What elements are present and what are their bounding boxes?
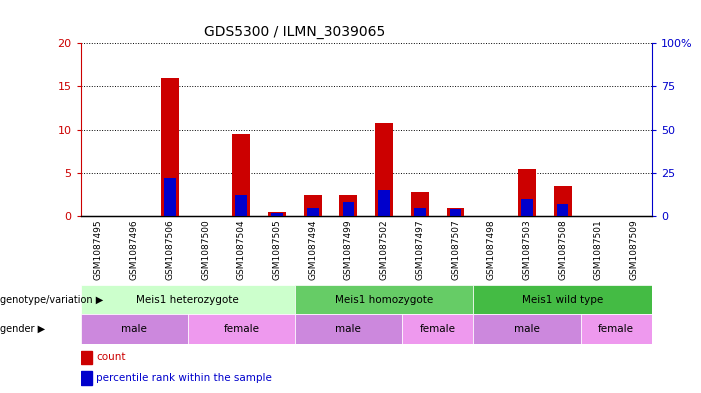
- Bar: [473, 314, 580, 344]
- Bar: [473, 285, 652, 314]
- Bar: [268, 212, 286, 216]
- Bar: [307, 208, 318, 216]
- Bar: [375, 123, 393, 216]
- Text: GSM1087504: GSM1087504: [237, 220, 246, 280]
- Text: genotype/variation ▶: genotype/variation ▶: [0, 295, 103, 305]
- Bar: [379, 190, 390, 216]
- Text: GSM1087509: GSM1087509: [629, 220, 639, 280]
- Bar: [81, 314, 188, 344]
- Bar: [188, 314, 295, 344]
- Bar: [518, 169, 536, 216]
- Text: gender ▶: gender ▶: [0, 324, 45, 334]
- Text: Meis1 wild type: Meis1 wild type: [522, 295, 604, 305]
- Text: GSM1087496: GSM1087496: [130, 220, 139, 280]
- Bar: [81, 351, 92, 364]
- Text: GSM1087508: GSM1087508: [558, 220, 567, 280]
- Bar: [580, 314, 652, 344]
- Text: GSM1087495: GSM1087495: [94, 220, 103, 280]
- Bar: [339, 195, 358, 216]
- Text: GSM1087494: GSM1087494: [308, 220, 318, 280]
- Bar: [450, 209, 461, 216]
- Text: count: count: [96, 353, 125, 362]
- Bar: [521, 199, 533, 216]
- Bar: [295, 285, 473, 314]
- Text: GSM1087501: GSM1087501: [594, 220, 603, 280]
- Text: female: female: [420, 324, 456, 334]
- Text: GSM1087505: GSM1087505: [273, 220, 282, 280]
- Text: GSM1087507: GSM1087507: [451, 220, 460, 280]
- Text: GSM1087502: GSM1087502: [380, 220, 388, 280]
- Text: male: male: [514, 324, 540, 334]
- Bar: [402, 314, 473, 344]
- Text: GSM1087498: GSM1087498: [486, 220, 496, 280]
- Bar: [343, 202, 354, 216]
- Text: Meis1 homozygote: Meis1 homozygote: [335, 295, 433, 305]
- Text: GSM1087499: GSM1087499: [344, 220, 353, 280]
- Text: GSM1087500: GSM1087500: [201, 220, 210, 280]
- Bar: [161, 78, 179, 216]
- Bar: [271, 213, 283, 216]
- Bar: [232, 134, 250, 216]
- Text: GDS5300 / ILMN_3039065: GDS5300 / ILMN_3039065: [204, 25, 385, 39]
- Text: female: female: [224, 324, 259, 334]
- Bar: [414, 208, 426, 216]
- Text: GSM1087497: GSM1087497: [415, 220, 424, 280]
- Bar: [554, 186, 571, 216]
- Text: GSM1087503: GSM1087503: [522, 220, 531, 280]
- Text: Meis1 heterozygote: Meis1 heterozygote: [137, 295, 239, 305]
- Bar: [295, 314, 402, 344]
- Bar: [81, 371, 92, 384]
- Bar: [447, 208, 465, 216]
- Text: male: male: [121, 324, 147, 334]
- Bar: [411, 192, 429, 216]
- Bar: [81, 285, 295, 314]
- Bar: [236, 195, 247, 216]
- Bar: [164, 178, 176, 216]
- Text: percentile rank within the sample: percentile rank within the sample: [96, 373, 272, 383]
- Text: GSM1087506: GSM1087506: [165, 220, 175, 280]
- Text: male: male: [336, 324, 361, 334]
- Text: female: female: [598, 324, 634, 334]
- Bar: [557, 204, 569, 216]
- Bar: [304, 195, 322, 216]
